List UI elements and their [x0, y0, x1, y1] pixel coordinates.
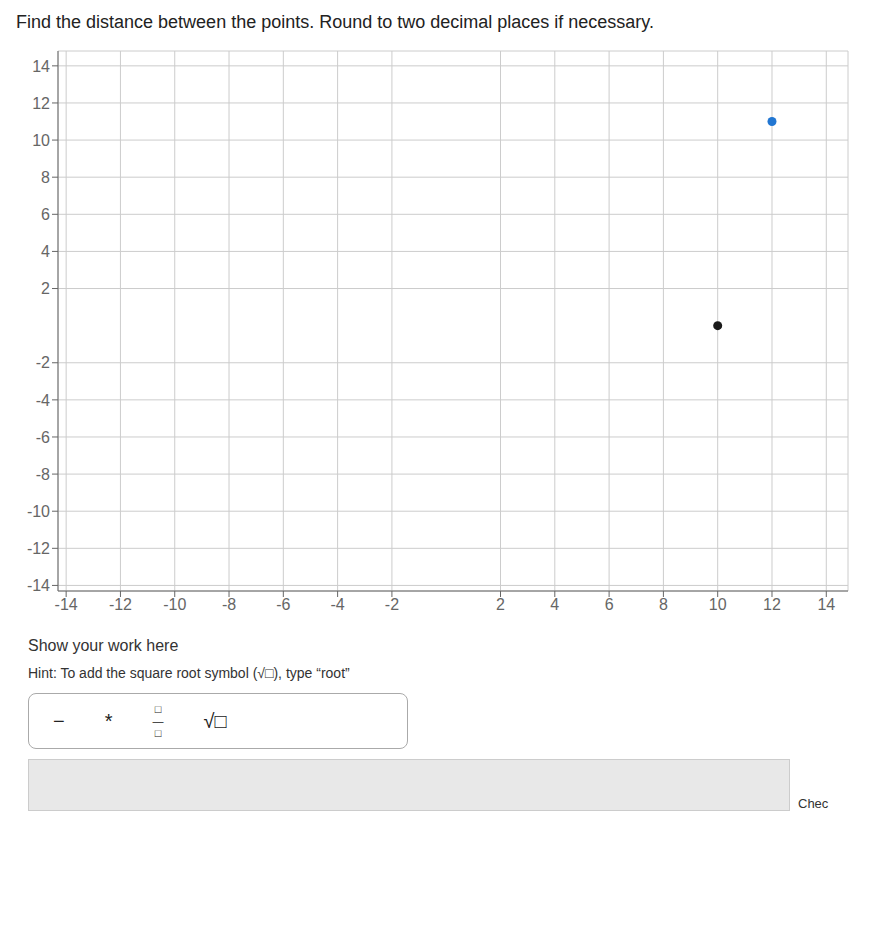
svg-text:-12: -12	[27, 540, 50, 557]
svg-text:-8: -8	[222, 596, 236, 613]
svg-text:-10: -10	[163, 596, 186, 613]
svg-text:4: 4	[41, 243, 50, 260]
svg-text:14: 14	[32, 58, 50, 75]
html-text:Show your work here: Show your work here	[28, 637, 179, 654]
html-text:Chec: Chec	[798, 796, 829, 811]
svg-text:-10: -10	[27, 503, 50, 520]
html-text:Hint: To add the square root s: Hint: To add the square root symbol (√□)…	[28, 665, 350, 681]
svg-text:10: 10	[709, 596, 727, 613]
svg-text:14: 14	[817, 596, 835, 613]
svg-text:6: 6	[41, 206, 50, 223]
svg-text:-6: -6	[276, 596, 290, 613]
svg-text:8: 8	[659, 596, 668, 613]
svg-text:-4: -4	[36, 392, 50, 409]
svg-text:-2: -2	[36, 354, 50, 371]
svg-text:6: 6	[605, 596, 614, 613]
svg-text:12: 12	[32, 95, 50, 112]
svg-text:4: 4	[550, 596, 559, 613]
svg-text:8: 8	[41, 169, 50, 186]
svg-text:12: 12	[763, 596, 781, 613]
svg-text:-14: -14	[55, 596, 78, 613]
svg-text:-2: -2	[385, 596, 399, 613]
svg-text:-14: -14	[27, 577, 50, 594]
svg-text:-6: -6	[36, 429, 50, 446]
svg-text:-8: -8	[36, 466, 50, 483]
svg-text:2: 2	[496, 596, 505, 613]
svg-text:10: 10	[32, 132, 50, 149]
svg-text:-12: -12	[109, 596, 132, 613]
svg-text:-4: -4	[331, 596, 345, 613]
html-text:Find the distance between the: Find the distance between the points. Ro…	[16, 12, 654, 32]
svg-text:2: 2	[41, 280, 50, 297]
